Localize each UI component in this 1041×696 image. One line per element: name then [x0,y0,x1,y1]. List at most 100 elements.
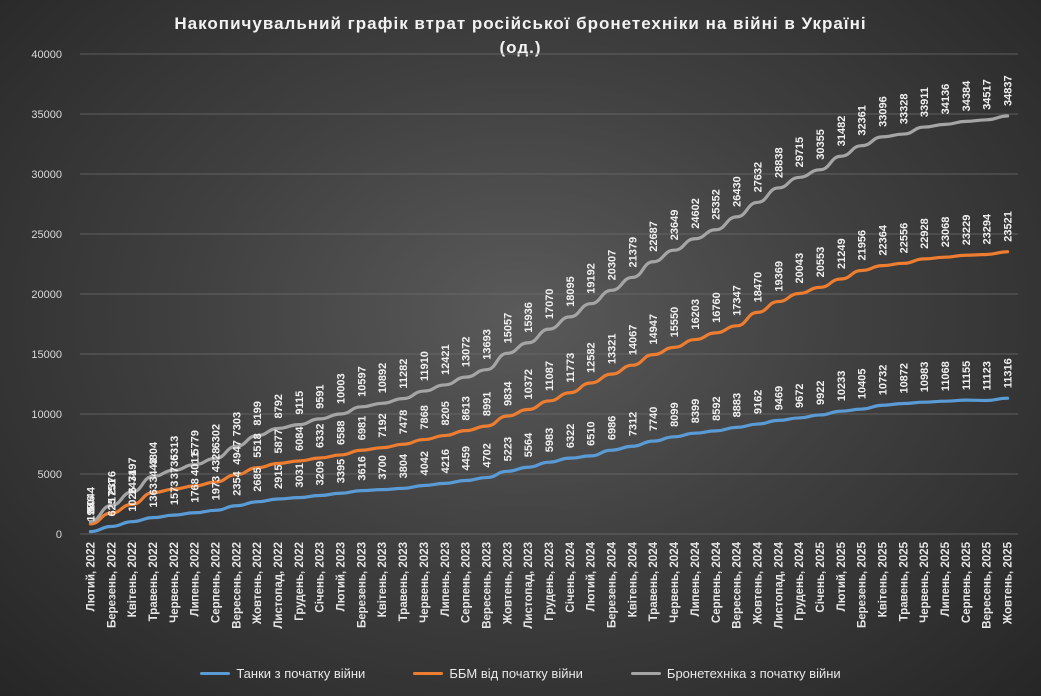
series-line-0 [88,396,1010,534]
data-label: 846 [85,495,97,513]
data-label: 18470 [752,272,764,303]
x-tick-label: Травень, 2025 [898,541,910,621]
data-label: 4328 [210,448,222,472]
data-label: 5518 [252,433,264,457]
x-tick-label: Липень, 2024 [690,541,702,616]
data-label: 6322 [565,424,577,448]
data-label: 27632 [752,162,764,193]
data-label: 3395 [336,459,348,483]
data-label: 6981 [356,416,368,440]
data-label: 17070 [544,289,556,320]
x-tick-label: Квітень, 2022 [127,542,139,617]
data-label: 17347 [732,285,744,316]
data-label: 23649 [669,210,681,241]
data-label: 23294 [982,213,994,244]
data-label: 22928 [919,218,931,249]
data-label: 34837 [1003,75,1015,106]
data-label: 4702 [481,443,493,467]
x-tick-label: Серпень, 2023 [461,542,473,623]
legend-label-armor: Бронетехніка з початку війни [666,666,841,681]
data-label: 19192 [586,263,598,294]
chart-subtitle-text: (од.) [499,38,542,57]
data-label: 9922 [815,380,827,404]
data-label: 34517 [982,79,994,110]
data-label: 5223 [502,437,514,461]
data-label: 14067 [627,325,639,356]
data-label: 15057 [502,313,514,344]
data-label: 5983 [544,428,556,452]
data-label: 8883 [732,393,744,417]
y-tick-label: 0 [56,529,62,541]
data-label: 2915 [273,465,285,489]
data-label: 5877 [273,429,285,453]
chart-title-text: Накопичувальний графік втрат російської … [174,14,867,33]
data-label: 7740 [648,407,660,431]
legend-swatch-armor [630,672,661,675]
data-label: 1973 [210,476,222,500]
data-label: 33096 [878,96,890,127]
data-label: 2685 [252,467,264,491]
x-tick-label: Грудень, 2024 [794,541,806,620]
data-label: 8991 [481,392,493,416]
x-tick-label: Грудень, 2023 [544,542,556,621]
data-label: 8099 [669,402,681,426]
legend: Танки з початку війни ББМ від початку ві… [0,666,1041,681]
data-label: 6510 [586,421,598,445]
y-tick-label: 30000 [31,169,62,181]
data-label: 4042 [419,451,431,475]
y-axis-ticks: 0 5000 10000 15000 20000 25000 30000 35000 40000 [31,49,62,541]
x-tick-label: Квітень, 2023 [377,542,389,617]
data-label: 7192 [377,413,389,437]
x-tick-label: Лютий, 2023 [336,542,348,611]
y-tick-label: 25000 [31,229,62,241]
data-label: 8205 [440,401,452,425]
data-label: 19369 [773,261,785,292]
data-label: 1044 [85,486,97,511]
data-label: 16760 [711,292,723,323]
legend-item-tanks: Танки з початку війни [200,666,365,681]
data-label: 5779 [190,430,202,454]
data-label: 34136 [940,84,952,115]
data-label: 6084 [294,426,306,451]
data-label: 2376 [106,471,118,495]
data-label: 13693 [481,329,493,360]
data-label: 11316 [1003,358,1015,388]
data-label: 33911 [919,87,931,117]
data-label: 15550 [669,307,681,338]
data-label: 10405 [857,369,869,400]
data-label: 7312 [627,412,639,436]
data-label: 11123 [982,361,994,390]
x-tick-label: Липень, 2025 [940,541,952,616]
data-label: 3209 [315,461,327,485]
data-label: 20553 [815,247,827,278]
series-line-1 [88,250,1010,526]
data-label: 3736 [169,455,181,479]
data-label: 11910 [419,351,431,381]
x-tick-label: Листопад, 2023 [523,542,535,629]
data-label: 7478 [398,410,410,434]
data-label: 4216 [440,449,452,473]
data-label: 22364 [878,224,890,255]
data-label: 11068 [940,361,952,391]
data-label: 10597 [356,366,368,397]
x-tick-label: Серпень, 2022 [210,542,222,623]
x-tick-label: Січень, 2023 [315,542,327,613]
data-label: 13321 [607,334,619,365]
data-label: 3616 [356,456,368,480]
data-label: 11155 [961,361,973,390]
data-label: 6986 [607,416,619,440]
x-tick-label: Квітень, 2025 [878,541,890,617]
data-label: 7303 [231,412,243,436]
data-label: 10233 [836,371,848,402]
x-tick-label: Березень, 2025 [857,541,869,628]
y-tick-label: 10000 [31,409,62,421]
legend-item-ifv: ББМ від початку війни [413,666,583,681]
data-label: 3804 [398,453,410,478]
data-label: 21379 [627,237,639,268]
data-label: 3497 [127,458,139,482]
x-tick-label: Квітень, 2024 [627,541,639,617]
data-label: 5564 [523,432,535,457]
x-tick-label: Серпень, 2024 [711,541,723,623]
data-label: 26430 [732,176,744,207]
